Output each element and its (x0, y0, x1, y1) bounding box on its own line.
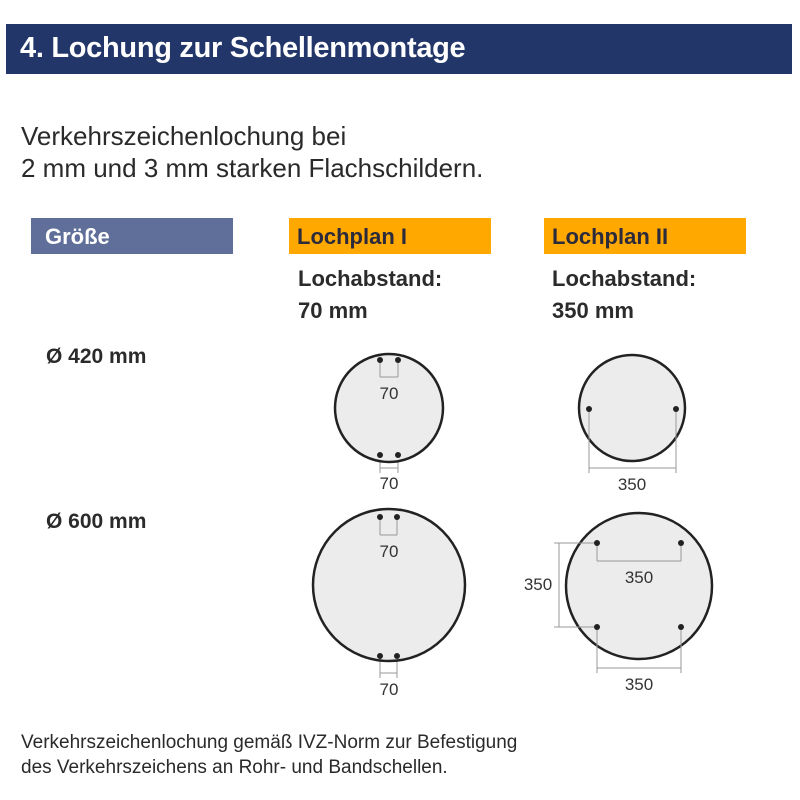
intro-text: Verkehrszeichenlochung bei 2 mm und 3 mm… (21, 120, 483, 184)
dim-label: 350 (618, 475, 646, 494)
size-420: Ø 420 mm (46, 345, 147, 368)
footer-note: Verkehrszeichenlochung gemäß IVZ-Norm zu… (21, 730, 517, 780)
plate-600-plan1 (311, 507, 467, 663)
plan1-spacing-label: Lochabstand: (298, 266, 443, 291)
hole (594, 540, 600, 546)
section-title: 4. Lochung zur Schellenmontage (20, 32, 466, 64)
dim-label: 70 (380, 384, 399, 403)
plan1-spacing-value: 70 mm (298, 298, 368, 323)
dim-label: 350 (524, 575, 552, 594)
plan2-column-header: Lochplan II (544, 218, 746, 254)
hole (678, 540, 684, 546)
hole (377, 653, 383, 659)
section-header: 4. Lochung zur Schellenmontage (6, 24, 792, 74)
plan2-spacing-label: Lochabstand: (552, 266, 697, 291)
plan2-spacing-value: 350 mm (552, 298, 634, 323)
hole (673, 406, 679, 412)
size-600: Ø 600 mm (46, 510, 147, 533)
plate-420-plan1 (333, 352, 445, 464)
hole (586, 406, 592, 412)
holes (377, 357, 684, 659)
footer-line-1: Verkehrszeichenlochung gemäß IVZ-Norm zu… (21, 732, 518, 753)
intro-line-1: Verkehrszeichenlochung bei (21, 121, 347, 151)
hole (594, 624, 600, 630)
size-column-header: Größe (31, 218, 233, 254)
hole (377, 452, 383, 458)
plan1-spacing: Lochabstand: 70 mm (298, 263, 442, 327)
intro-line-2: 2 mm und 3 mm starken Flachschildern. (21, 153, 484, 183)
plate-600-plan2 (564, 511, 714, 661)
dim-label: 70 (380, 542, 399, 561)
footer-line-2: des Verkehrszeichens an Rohr- und Bandsc… (21, 757, 448, 778)
dim-label: 70 (380, 680, 399, 699)
dim-label: 350 (625, 568, 653, 587)
hole (394, 653, 400, 659)
hole (678, 624, 684, 630)
plate-420-plan2 (577, 353, 687, 463)
dim-label: 70 (380, 474, 399, 493)
hole (377, 514, 383, 520)
dim-label: 350 (625, 675, 653, 694)
hole (395, 357, 401, 363)
hole (395, 452, 401, 458)
hole (377, 357, 383, 363)
plan1-column-header: Lochplan I (289, 218, 491, 254)
plan2-spacing: Lochabstand: 350 mm (552, 263, 696, 327)
hole (394, 514, 400, 520)
